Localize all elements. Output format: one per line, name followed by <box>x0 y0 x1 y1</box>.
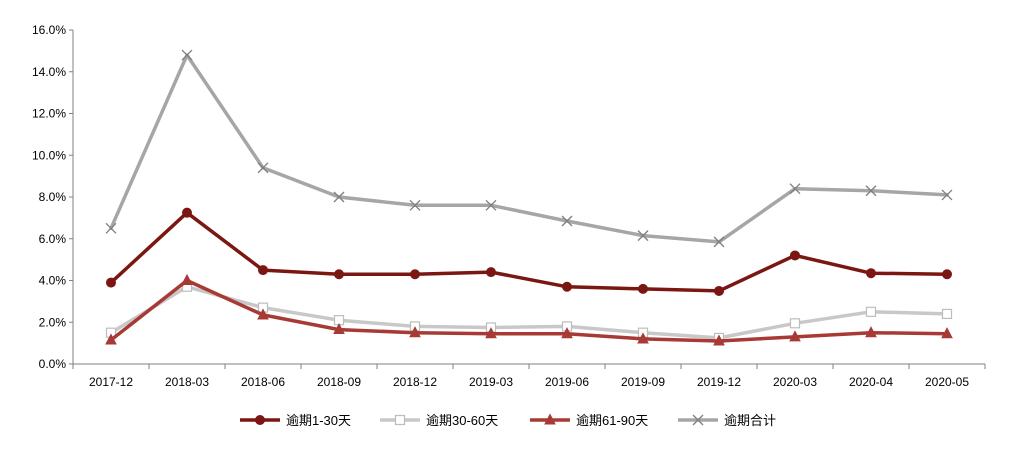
data-point <box>181 49 193 61</box>
data-point <box>333 322 345 335</box>
x-tick-label: 2019-06 <box>545 375 589 389</box>
data-point <box>713 334 725 346</box>
x-marker-stroke <box>713 236 725 248</box>
data-point <box>106 277 116 288</box>
data-point <box>713 236 725 248</box>
x-tick-label: 2020-03 <box>773 375 817 389</box>
x-marker-stroke <box>409 199 421 211</box>
series-line <box>109 285 949 340</box>
x-marker-stroke <box>561 215 573 227</box>
x-tick-label: 2018-03 <box>165 375 209 389</box>
series-4 <box>105 49 953 248</box>
y-tick-label: 14.0% <box>32 65 66 79</box>
data-point <box>333 191 345 203</box>
y-tick-label: 6.0% <box>39 232 67 246</box>
legend-item-4: 逾期合计 <box>678 413 776 428</box>
data-point <box>182 207 192 218</box>
data-point <box>789 330 801 342</box>
x-marker-stroke <box>257 162 269 174</box>
x-marker-stroke <box>789 183 801 195</box>
legend-item-1: 逾期1-30天 <box>240 413 351 428</box>
data-point <box>181 273 193 285</box>
series-line <box>109 210 949 293</box>
series-line <box>109 278 949 343</box>
legend-item-3: 逾期61-90天 <box>530 413 648 428</box>
x-marker-stroke <box>333 191 345 203</box>
x-marker-stroke <box>485 199 497 211</box>
y-tick-label: 2.0% <box>39 315 67 329</box>
data-point <box>257 162 269 174</box>
data-point <box>638 283 648 294</box>
y-tick-label: 12.0% <box>32 107 66 121</box>
data-point <box>485 199 497 211</box>
series-line <box>109 53 949 244</box>
y-tick-label: 4.0% <box>39 274 67 288</box>
data-point <box>258 265 268 276</box>
data-point <box>866 268 876 279</box>
x-tick-label: 2019-03 <box>469 375 513 389</box>
x-marker-stroke <box>637 230 649 242</box>
data-point <box>561 215 573 227</box>
data-point <box>410 269 420 280</box>
y-tick-label: 8.0% <box>39 190 67 204</box>
data-point <box>637 332 649 344</box>
data-point <box>637 230 649 242</box>
legend-marker <box>394 414 406 426</box>
series-1 <box>106 207 952 296</box>
x-marker-stroke <box>692 414 704 426</box>
data-point <box>865 306 877 317</box>
data-point <box>409 199 421 211</box>
y-tick-label: 10.0% <box>32 148 66 162</box>
legend-label: 逾期合计 <box>724 413 776 428</box>
legend-label: 逾期1-30天 <box>286 413 351 428</box>
x-tick-label: 2019-09 <box>621 375 665 389</box>
data-point <box>942 269 952 280</box>
y-tick-label: 16.0% <box>32 23 66 37</box>
x-tick-label: 2020-05 <box>925 375 969 389</box>
legend: 逾期1-30天 逾期30-60天 逾期61-90天 逾期合计 <box>240 413 776 428</box>
x-tick-label: 2019-12 <box>697 375 741 389</box>
x-marker-stroke <box>105 222 117 234</box>
data-point <box>334 269 344 280</box>
data-point <box>257 308 269 320</box>
legend-item-2: 逾期30-60天 <box>380 413 498 428</box>
data-point <box>714 285 724 296</box>
data-point <box>789 183 801 195</box>
data-point <box>562 281 572 292</box>
data-point <box>941 327 953 339</box>
data-point <box>486 267 496 278</box>
data-point <box>561 327 573 339</box>
data-point <box>865 326 877 338</box>
legend-marker <box>692 414 704 426</box>
x-marker-stroke <box>941 189 953 201</box>
series-3 <box>105 273 953 346</box>
x-marker-stroke <box>181 49 193 61</box>
data-point <box>789 318 801 329</box>
data-point <box>790 250 800 261</box>
legend-marker <box>255 415 265 425</box>
legend-marker <box>544 413 556 425</box>
x-tick-label: 2020-04 <box>849 375 893 389</box>
x-marker-stroke <box>865 185 877 197</box>
series-2 <box>105 281 953 344</box>
data-point <box>105 222 117 234</box>
data-point <box>941 308 953 319</box>
data-point <box>105 333 117 345</box>
legend-label: 逾期30-60天 <box>426 413 498 428</box>
x-tick-label: 2017-12 <box>89 375 133 389</box>
series-layer <box>105 49 953 346</box>
legend-label: 逾期61-90天 <box>576 413 648 428</box>
axes: 0.0% 2.0% 4.0% 6.0% 8.0% 10.0% 12.0% 14.0% 16.0%… <box>32 23 986 389</box>
x-tick-label: 2018-12 <box>393 375 437 389</box>
data-point <box>865 185 877 197</box>
x-tick-label: 2018-06 <box>241 375 285 389</box>
data-point <box>409 326 421 338</box>
data-point <box>941 189 953 201</box>
y-tick-label: 0.0% <box>39 357 67 371</box>
data-point <box>485 327 497 339</box>
x-tick-label: 2018-09 <box>317 375 361 389</box>
